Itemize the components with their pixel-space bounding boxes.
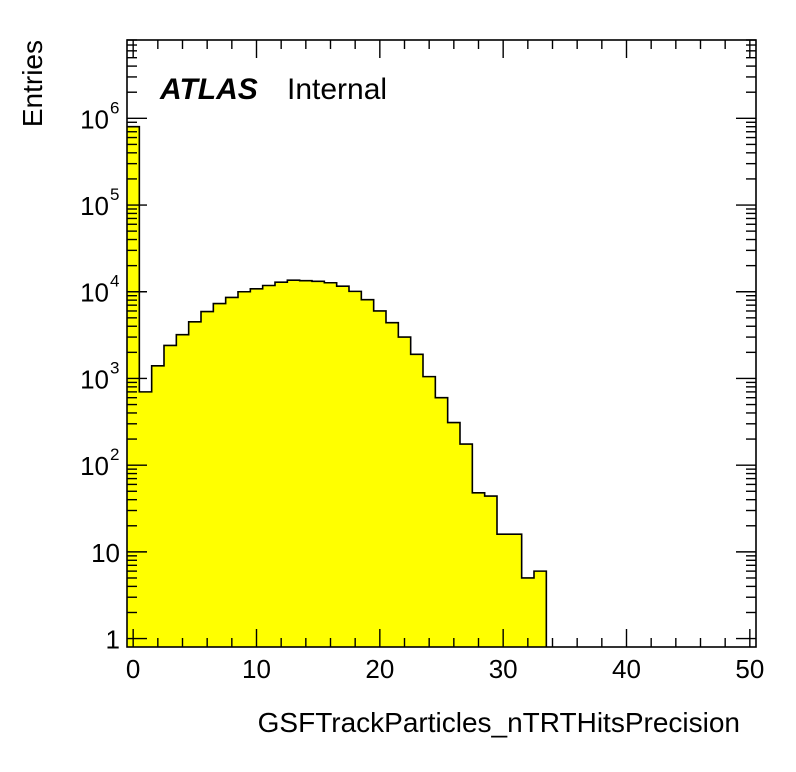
- histogram-bar: [225, 297, 239, 647]
- x-tick-label: 50: [735, 654, 764, 684]
- histogram-bar: [164, 345, 177, 647]
- y-tick-label: 10: [80, 278, 109, 308]
- histogram-bar: [139, 391, 153, 647]
- histogram-bar: [188, 321, 202, 647]
- y-tick-label: 10: [80, 451, 109, 481]
- y-tick-label-base: 10: [80, 191, 109, 221]
- x-tick-label: 40: [612, 654, 641, 684]
- histogram-bar: [373, 310, 387, 647]
- histogram-bar: [201, 311, 214, 647]
- histogram-bar: [534, 571, 547, 647]
- y-tick-label: 1: [106, 625, 120, 655]
- histogram-bar: [262, 285, 276, 647]
- x-tick-label: 10: [242, 654, 271, 684]
- y-tick-label: 10: [80, 104, 109, 134]
- y-axis-title: Entries: [17, 40, 48, 127]
- x-tick-label: 20: [365, 654, 394, 684]
- y-tick-label-exponent: 2: [110, 445, 119, 464]
- x-axis-tick-labels: 0 10 20 30 40 50: [126, 654, 764, 684]
- histogram-fill-layer: [127, 126, 547, 647]
- histogram-bar: [176, 334, 190, 647]
- histogram-bar: [398, 337, 412, 647]
- y-tick-label-exponent: 6: [110, 98, 119, 117]
- histogram-bar: [299, 280, 313, 647]
- histogram-bar: [386, 322, 399, 647]
- x-tick-label: 30: [489, 654, 518, 684]
- histogram-outline: [127, 125, 548, 647]
- histogram-bar: [447, 422, 461, 647]
- internal-label: Internal: [287, 73, 387, 106]
- histogram-bar: [151, 365, 165, 647]
- histogram-bar: [423, 376, 436, 647]
- y-tick-label-exponent: 5: [110, 185, 119, 204]
- histogram-bar: [497, 534, 510, 647]
- y-tick-label-exponent: 4: [110, 272, 119, 291]
- x-axis-title: GSFTrackParticles_nTRTHitsPrecision: [258, 707, 740, 738]
- histogram-bar: [361, 299, 375, 647]
- y-tick-label-base: 1: [106, 625, 120, 655]
- histogram-bar: [238, 291, 251, 647]
- histogram-bar: [275, 282, 288, 647]
- y-tick-label-base: 10: [80, 451, 109, 481]
- y-tick-label-base: 10: [80, 104, 109, 134]
- plot-frame: [126, 39, 757, 648]
- y-tick-label: 10: [91, 538, 120, 568]
- histogram-bar: [250, 288, 264, 647]
- histogram-bar: [521, 577, 535, 647]
- y-tick-label: 10: [80, 191, 109, 221]
- histogram-bar: [349, 291, 362, 647]
- histogram-bar: [287, 280, 301, 647]
- histogram-bar: [484, 496, 498, 647]
- histogram-bar: [312, 281, 325, 647]
- y-tick-label: 10: [80, 364, 109, 394]
- histogram-bar: [509, 534, 523, 647]
- histogram-bar: [213, 303, 227, 647]
- x-axis-ticks: [132, 40, 751, 647]
- histogram-bar: [410, 354, 424, 647]
- y-tick-label-base: 10: [80, 278, 109, 308]
- histogram-bar: [460, 444, 473, 647]
- histogram-bar: [336, 286, 350, 647]
- y-axis-ticks: [127, 39, 756, 640]
- x-tick-label: 0: [126, 654, 140, 684]
- y-tick-label-exponent: 3: [110, 358, 119, 377]
- histogram-bar: [435, 397, 449, 647]
- y-tick-label-base: 10: [80, 364, 109, 394]
- histogram-bar: [324, 282, 338, 647]
- y-tick-label-base: 10: [91, 538, 120, 568]
- atlas-label: ATLAS: [159, 73, 258, 106]
- histogram-bar: [472, 492, 486, 647]
